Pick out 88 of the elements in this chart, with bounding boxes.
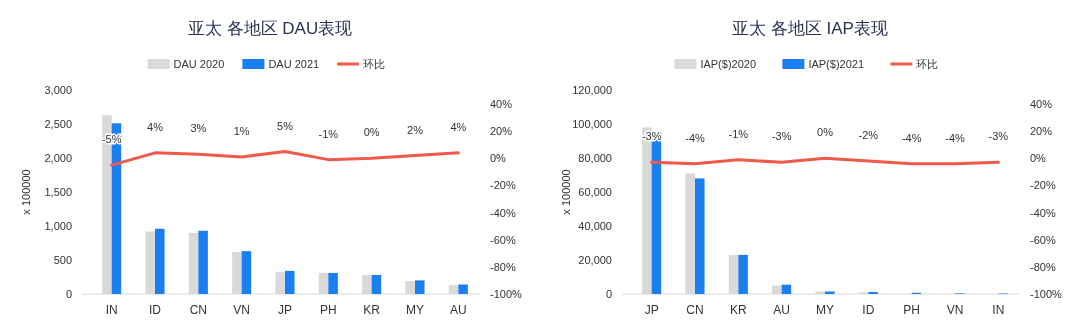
x-tick-label: MY <box>816 303 834 317</box>
y-tick-label: 0 <box>605 288 612 300</box>
y-axis-title: x 100000 <box>20 169 32 215</box>
data-label: 1% <box>233 124 250 137</box>
data-label: 4% <box>147 120 164 133</box>
x-tick-label: PH <box>903 303 920 317</box>
data-label: -3% <box>988 130 1009 143</box>
y-tick-label: 40,000 <box>578 220 612 232</box>
bar <box>695 178 705 294</box>
x-tick-label: VN <box>946 303 964 317</box>
bar <box>371 274 382 294</box>
bar <box>155 228 165 294</box>
data-label: -2% <box>858 129 879 141</box>
data-label: 0% <box>817 126 834 139</box>
chart-title: 亚太 各地区 IAP表现 <box>732 19 888 38</box>
y-tick-label: 1,500 <box>44 186 72 198</box>
y2-tick-label: -40% <box>1030 206 1056 219</box>
bar <box>415 280 425 294</box>
x-tick-label: CN <box>686 303 704 317</box>
bar <box>738 254 748 294</box>
data-label: 2% <box>407 123 424 136</box>
y2-tick-label: 40% <box>490 98 513 110</box>
y2-tick-label: 20% <box>490 125 513 138</box>
y-tick-label: 80,000 <box>578 152 612 164</box>
x-tick-label: JP <box>644 303 659 317</box>
bar <box>241 251 252 294</box>
x-tick-label: IN <box>992 303 1005 317</box>
y-axis-title: x 100000 <box>560 169 572 215</box>
data-label: 5% <box>277 119 294 132</box>
data-label: -4% <box>685 131 705 144</box>
bar <box>825 291 835 294</box>
y2-tick-label: 0% <box>490 152 507 165</box>
bar <box>198 230 208 294</box>
x-tick-label: AU <box>773 303 790 317</box>
x-tick-label: IN <box>105 303 118 317</box>
data-label: 4% <box>450 120 467 133</box>
y-tick-label: 500 <box>53 254 72 266</box>
x-tick-label: CN <box>189 303 208 317</box>
data-label: -1% <box>318 127 339 140</box>
y-tick-label: 1,000 <box>44 220 72 232</box>
bar <box>781 284 792 294</box>
y2-tick-label: -80% <box>1030 260 1056 273</box>
y-tick-label: 2,500 <box>44 118 72 130</box>
x-tick-label: JP <box>277 303 293 317</box>
x-tick-label: ID <box>862 303 875 317</box>
x-tick-label: AU <box>450 303 467 317</box>
x-tick-label: KR <box>730 303 747 317</box>
data-label: 0% <box>363 126 380 139</box>
y2-tick-label: -80% <box>490 260 516 273</box>
y-tick-label: 3,000 <box>44 84 72 96</box>
bar <box>458 284 468 294</box>
x-tick-label: ID <box>149 303 162 317</box>
data-label: -4% <box>945 131 965 144</box>
data-label: 3% <box>190 122 207 135</box>
legend-label: DAU 2021 <box>268 58 320 70</box>
y-tick-label: 20,000 <box>578 254 612 266</box>
legend-label: 环比 <box>363 58 386 70</box>
x-tick-label: PH <box>320 303 337 317</box>
legend-label: 环比 <box>916 58 939 70</box>
y2-tick-label: 40% <box>1030 98 1053 110</box>
x-tick-label: KR <box>363 303 381 317</box>
y2-tick-label: -60% <box>490 233 516 246</box>
y2-tick-label: 20% <box>1030 125 1053 138</box>
y-tick-label: 60,000 <box>578 186 612 198</box>
legend-label: IAP($)2020 <box>700 58 757 70</box>
y-tick-label: 0 <box>65 288 72 300</box>
y2-tick-label: -20% <box>490 179 516 192</box>
bar <box>328 272 338 294</box>
chart-title: 亚太 各地区 DAU表现 <box>187 19 353 38</box>
y2-tick-label: -60% <box>1030 233 1056 246</box>
data-label: -1% <box>728 127 749 140</box>
x-tick-label: VN <box>233 303 250 317</box>
legend-label: IAP($)2021 <box>808 58 865 70</box>
data-label: -3% <box>771 130 792 143</box>
data-label: -4% <box>901 131 922 144</box>
legend-label: DAU 2020 <box>173 58 225 70</box>
y2-tick-label: -100% <box>1030 288 1063 300</box>
bar <box>285 270 295 294</box>
y-tick-label: 2,000 <box>44 152 72 164</box>
y2-tick-label: 0% <box>1030 152 1047 165</box>
y2-tick-label: -40% <box>490 206 516 219</box>
y2-tick-label: -100% <box>490 288 523 300</box>
y2-tick-label: -20% <box>1030 179 1056 192</box>
y-tick-label: 100,000 <box>572 118 612 130</box>
bar <box>868 291 878 294</box>
x-tick-label: MY <box>406 303 424 317</box>
y-tick-label: 120,000 <box>572 84 612 96</box>
line-series <box>110 150 460 167</box>
